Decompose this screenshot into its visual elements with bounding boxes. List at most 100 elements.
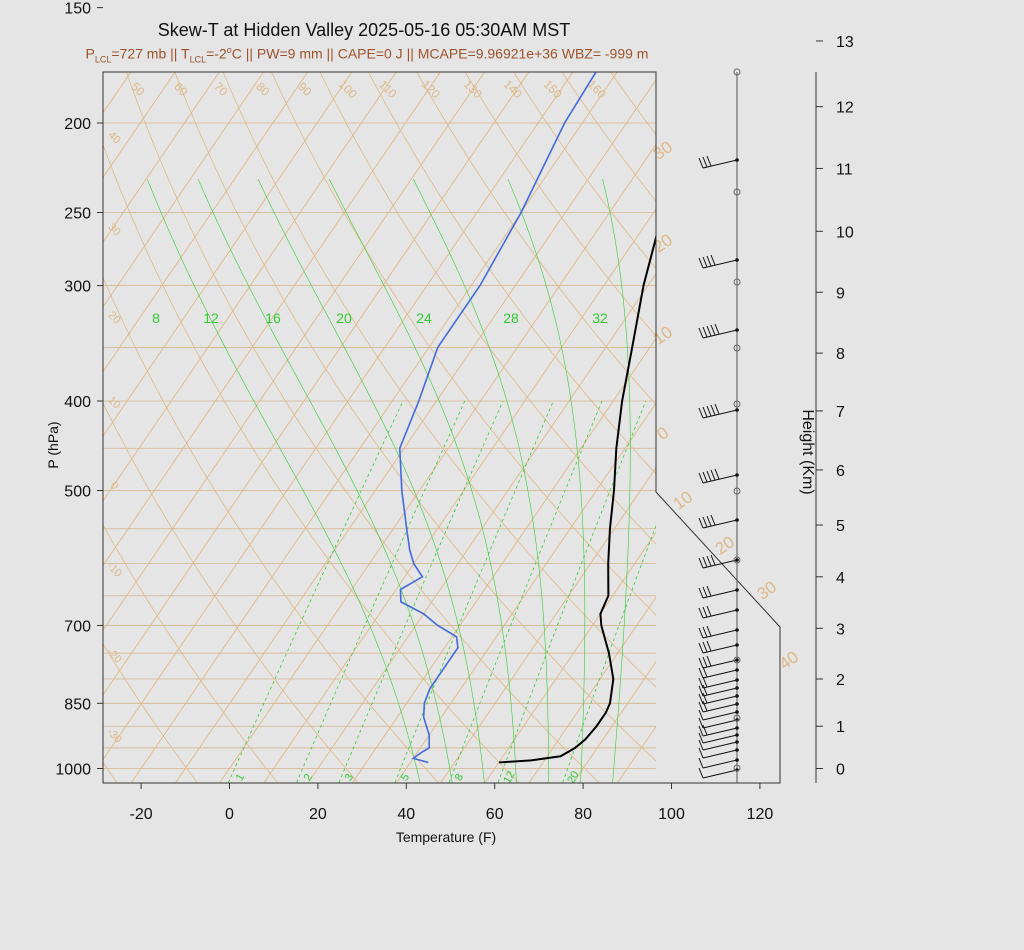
moist-adiabat-label: 8 — [152, 310, 160, 326]
height-marker-circle — [733, 344, 741, 352]
dry-adiabat-label: 10 — [670, 487, 696, 513]
dry-adiabat-line — [319, 72, 656, 545]
wind-barb — [698, 655, 739, 669]
wind-barb — [698, 640, 739, 654]
profiles — [398, 72, 656, 764]
wind-barb-dot — [735, 643, 739, 647]
isotherm-line — [130, 72, 618, 783]
dry-adiabat-line — [0, 0, 40, 788]
wind-barb-dot — [735, 328, 739, 332]
isotherm-line — [103, 72, 353, 438]
wind-barb-staff — [702, 734, 738, 744]
wind-barb-staff — [702, 409, 738, 419]
wind-barb-feather — [698, 627, 704, 639]
moist-adiabat-label: 12 — [203, 310, 219, 326]
y-tick-label: 150 — [64, 1, 91, 18]
wind-barb-staff — [702, 741, 738, 751]
wind-barb-feather — [710, 404, 716, 416]
wind-barb-dot — [735, 258, 739, 262]
isotherm-line — [103, 72, 220, 243]
wind-barb-staff — [702, 559, 738, 569]
wind-barb-dot — [735, 710, 739, 714]
height-tick-label: 0 — [836, 762, 845, 779]
wind-barb — [698, 747, 739, 759]
wind-barb-staff — [702, 259, 738, 269]
wind-barb-staff — [702, 711, 738, 721]
wind-barb — [698, 585, 739, 599]
wind-barb-staff — [702, 609, 738, 619]
wind-barb-feather — [698, 709, 704, 721]
moist-adiabat-label: 24 — [416, 310, 432, 326]
wind-barb-dot — [735, 608, 739, 612]
wind-barb-feather — [706, 155, 712, 167]
wind-barb-dot — [735, 686, 739, 690]
dry-adiabat-line — [222, 72, 656, 688]
x-tick-label: 60 — [486, 806, 504, 823]
wind-barb-feather — [702, 626, 708, 638]
dry-adiabat-line — [125, 72, 601, 783]
wind-barb-feather — [698, 747, 704, 759]
moist-adiabat-label: 16 — [265, 310, 281, 326]
dry-adiabat-line — [367, 72, 656, 475]
wind-barb-staff — [702, 749, 738, 759]
wind-barb-staff — [702, 474, 738, 484]
y-tick-label: 200 — [64, 116, 91, 133]
isotherm-line — [307, 273, 656, 783]
x-tick-label: 100 — [658, 806, 685, 823]
height-tick-label: 8 — [836, 346, 845, 363]
mixing-ratio-label: 2 — [302, 772, 315, 783]
isotherm-line — [103, 72, 397, 502]
mixing-ratio-label: 12 — [501, 769, 518, 786]
y-tick-label: 300 — [64, 279, 91, 296]
wind-barb-feather — [710, 254, 716, 266]
moist-adiabat-label: 32 — [592, 310, 608, 326]
height-tick-label: 13 — [836, 34, 854, 51]
mixing-ratio-line — [227, 400, 404, 783]
mixing-ratio-line — [394, 400, 554, 783]
height-marker-circle — [733, 400, 741, 408]
wind-barb — [698, 676, 739, 689]
dry-adiabat-line — [513, 72, 656, 270]
wind-barb-feather — [702, 586, 708, 598]
mixing-ratio-line — [562, 524, 656, 783]
wind-barbs — [698, 68, 741, 783]
wind-barb-feather — [698, 717, 704, 729]
grid-lines — [0, 0, 1024, 788]
x-axis-label: Temperature (F) — [396, 829, 496, 845]
moist-adiabat-label: 28 — [503, 310, 519, 326]
dry-adiabat-line — [806, 0, 1024, 788]
wind-barb-feather — [702, 406, 708, 418]
height-axis: 012345678910111213141516Height (Km) — [799, 34, 854, 783]
wind-barb-feather — [702, 656, 708, 668]
moist-adiabat-label: 20 — [336, 310, 352, 326]
wind-barb — [698, 709, 739, 721]
wind-barb-feather — [698, 685, 704, 697]
wind-barb-feather — [698, 157, 704, 169]
height-marker-circle — [733, 764, 741, 772]
moist-adiabat-line — [413, 178, 549, 783]
wind-barb-dot — [735, 726, 739, 730]
wind-barb — [698, 700, 739, 713]
isotherm-line — [835, 0, 1024, 788]
wind-barb-feather — [702, 700, 708, 712]
wind-barb-feather — [698, 725, 704, 737]
height-tick-label: 3 — [836, 621, 845, 638]
height-marker-circle — [733, 278, 741, 286]
wind-barb-feather — [702, 516, 708, 528]
height-tick-label: 11 — [836, 161, 853, 178]
height-tick-label: 12 — [836, 100, 854, 117]
wind-barb — [698, 625, 739, 639]
mixing-ratio-label: 20 — [565, 769, 582, 786]
mixing-ratio-line — [497, 400, 647, 783]
wind-barb-staff — [702, 669, 738, 679]
wind-barb-feather — [706, 625, 712, 637]
mixing-ratio-label: 1 — [234, 772, 247, 783]
isotherm-line — [174, 78, 656, 783]
isotherm-line — [968, 0, 1024, 788]
y-axis-label: P (hPa) — [45, 421, 61, 468]
wind-barb-staff — [702, 679, 738, 689]
wind-barb-staff — [702, 644, 738, 654]
wind-barb-feather — [706, 605, 712, 617]
isotherm-line — [0, 0, 109, 788]
